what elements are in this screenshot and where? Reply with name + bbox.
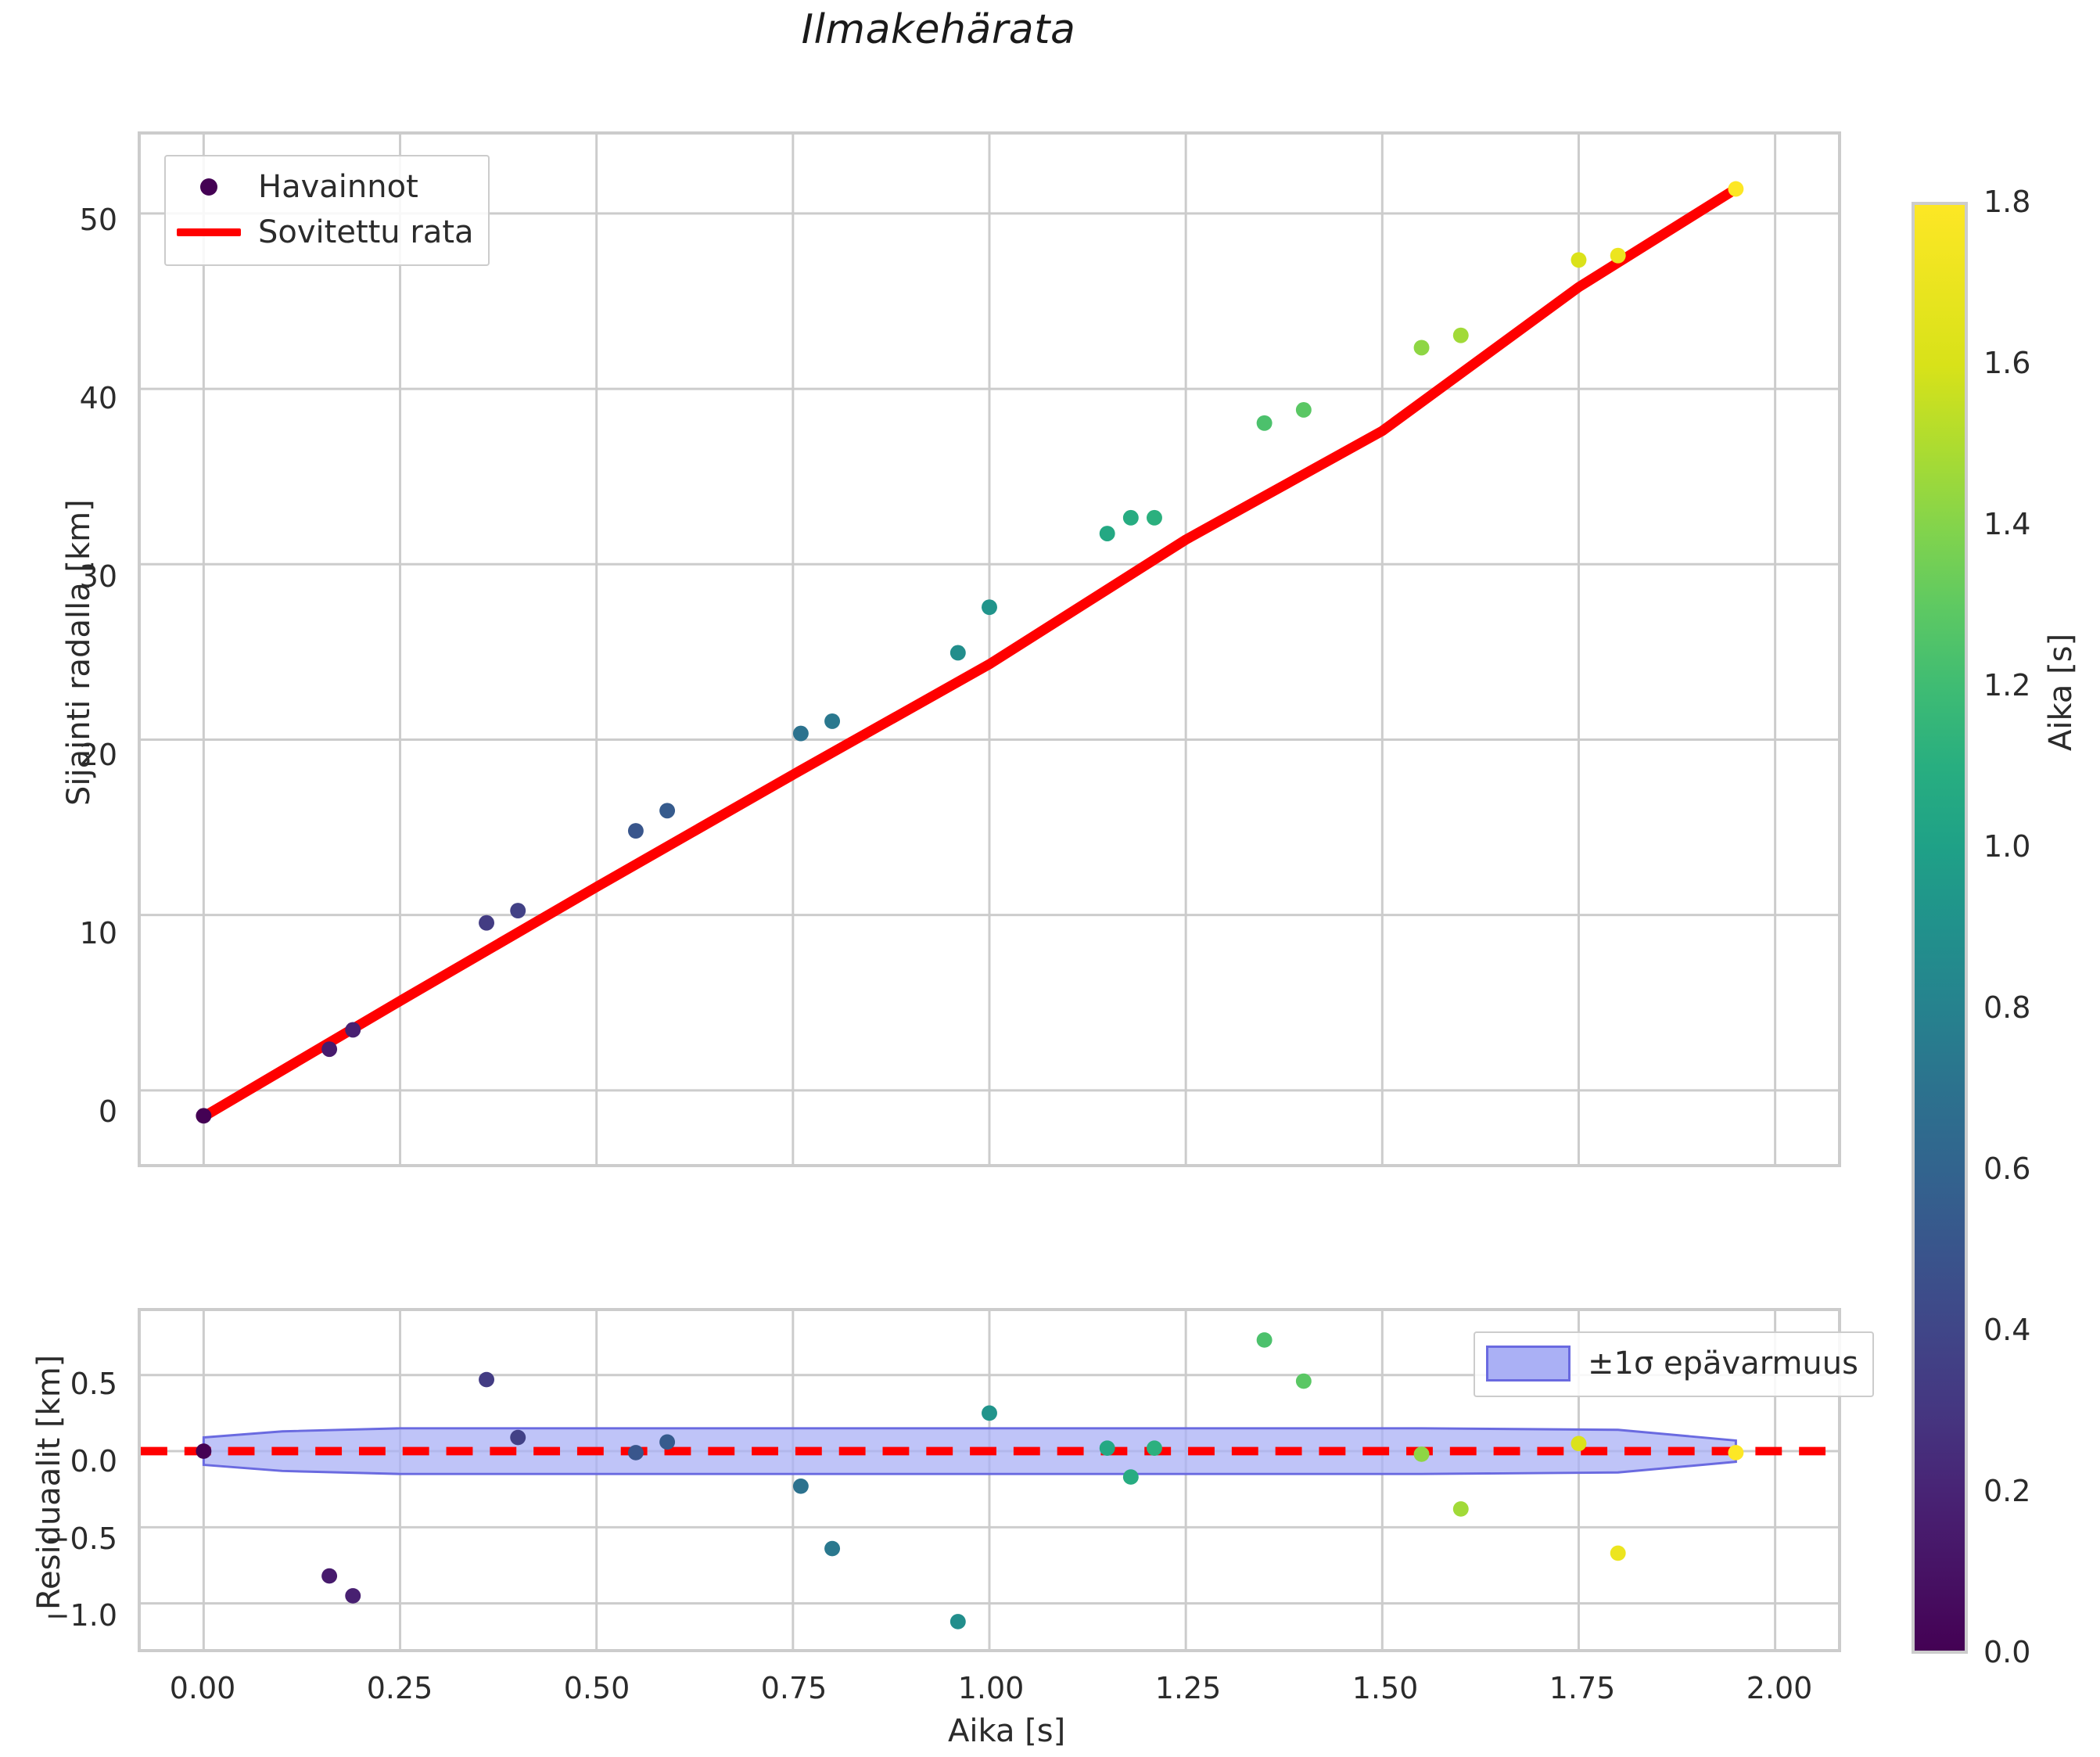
solid-line-icon <box>177 228 241 236</box>
residual-plot-canvas <box>141 1311 1838 1649</box>
x-axis-title: Aika [s] <box>948 1713 1066 1749</box>
residual-y-axis-title: Residuaalit [km] <box>31 1354 67 1610</box>
main-legend: Havainnot Sovitettu rata <box>164 155 490 266</box>
main-ytick-40: 40 <box>79 381 117 415</box>
res-ytick-0p5: 0.5 <box>70 1367 117 1401</box>
xtick-1p50: 1.50 <box>1352 1671 1419 1705</box>
cbar-tick-1p6: 1.6 <box>1983 346 2031 380</box>
legend-label-uncertainty: ±1σ epävarmuus <box>1588 1346 1858 1382</box>
xtick-1p25: 1.25 <box>1154 1671 1222 1705</box>
res-ytick-0p0: 0.0 <box>70 1444 117 1479</box>
cbar-tick-1p0: 1.0 <box>1983 829 2031 864</box>
legend-item-uncertainty: ±1σ epävarmuus <box>1486 1341 1858 1386</box>
main-ytick-30: 30 <box>79 559 117 594</box>
page-title: Ilmakehärata <box>801 6 1076 53</box>
band-patch-icon <box>1486 1346 1571 1382</box>
legend-label-observations: Havainnot <box>258 169 418 205</box>
main-ytick-10: 10 <box>79 916 117 950</box>
main-y-axis-title: Sijainti radalla [km] <box>61 499 97 806</box>
cbar-tick-0p2: 0.2 <box>1983 1474 2031 1508</box>
main-ytick-50: 50 <box>79 203 117 237</box>
xtick-0p75: 0.75 <box>760 1671 827 1705</box>
main-plot-canvas <box>141 135 1838 1164</box>
cbar-tick-1p4: 1.4 <box>1983 507 2031 541</box>
res-ytick-m1p0: −1.0 <box>45 1598 117 1633</box>
xtick-0p50: 0.50 <box>563 1671 630 1705</box>
cbar-tick-0p8: 0.8 <box>1983 990 2031 1025</box>
residual-legend: ±1σ epävarmuus <box>1474 1331 1874 1397</box>
xtick-0p00: 0.00 <box>169 1671 236 1705</box>
cbar-tick-1p8: 1.8 <box>1983 185 2031 219</box>
xtick-2p00: 2.00 <box>1746 1671 1813 1705</box>
main-plot-axes <box>138 131 1841 1167</box>
xtick-1p00: 1.00 <box>957 1671 1025 1705</box>
res-ytick-m0p5: −0.5 <box>45 1522 117 1556</box>
cbar-tick-1p2: 1.2 <box>1983 668 2031 702</box>
main-ytick-20: 20 <box>79 738 117 772</box>
legend-item-observations: Havainnot <box>177 164 474 210</box>
xtick-0p25: 0.25 <box>366 1671 433 1705</box>
cbar-tick-0p0: 0.0 <box>1983 1635 2031 1669</box>
scatter-dot-icon <box>177 178 241 196</box>
colorbar <box>1912 202 1968 1654</box>
colorbar-title: Aika [s] <box>2043 633 2079 751</box>
cbar-tick-0p4: 0.4 <box>1983 1313 2031 1347</box>
legend-label-fit: Sovitettu rata <box>258 214 474 250</box>
main-ytick-0: 0 <box>98 1094 117 1129</box>
cbar-tick-0p6: 0.6 <box>1983 1152 2031 1186</box>
xtick-1p75: 1.75 <box>1549 1671 1616 1705</box>
legend-item-fit: Sovitettu rata <box>177 210 474 255</box>
